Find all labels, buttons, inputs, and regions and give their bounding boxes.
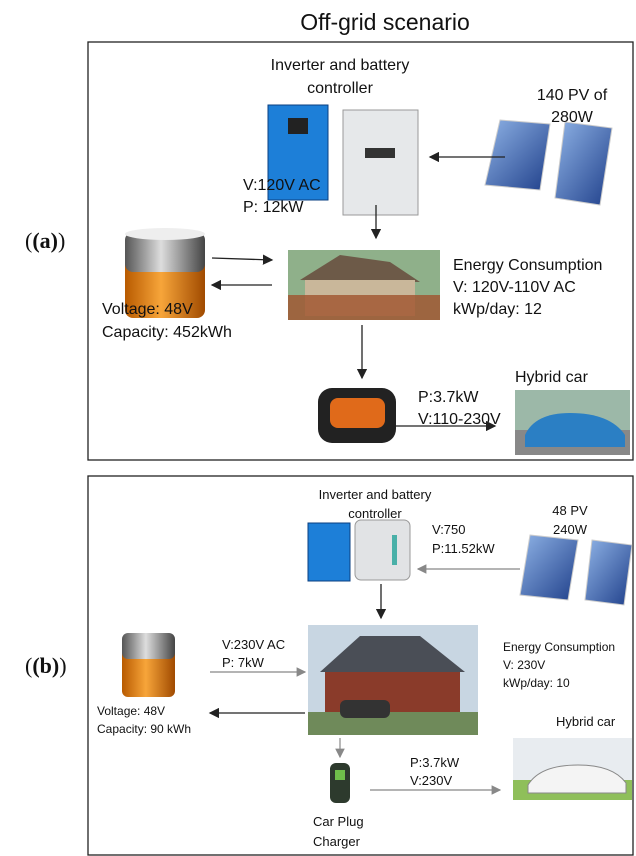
car-label: Hybrid car bbox=[515, 369, 589, 386]
charger-output: V:230V bbox=[410, 773, 452, 788]
inverter-output: V:120V AC bbox=[243, 177, 321, 194]
inverter-label: Inverter and battery bbox=[319, 487, 432, 502]
inverter-label: controller bbox=[348, 506, 402, 521]
consumption: Energy Consumption bbox=[453, 257, 602, 274]
pv-output: V:750 bbox=[432, 522, 466, 537]
consumption: kWp/day: 12 bbox=[453, 301, 542, 318]
pv-label: 140 PV of bbox=[537, 87, 608, 104]
charger-label: Car Plug bbox=[313, 814, 364, 829]
charger-output: P:3.7kW bbox=[410, 755, 460, 770]
consumption: kWp/day: 10 bbox=[503, 676, 570, 690]
consumption: Energy Consumption bbox=[503, 640, 615, 654]
inverter-output: P: 7kW bbox=[222, 655, 265, 670]
inverter-label: Inverter and battery bbox=[271, 57, 410, 74]
inverter-label: controller bbox=[307, 80, 373, 97]
battery-label: Voltage: 48V bbox=[102, 301, 193, 318]
inverter-output: P: 12kW bbox=[243, 199, 304, 216]
inverter-output: V:230V AC bbox=[222, 637, 285, 652]
title: Off-grid scenario bbox=[300, 9, 470, 35]
pv-label: 240W bbox=[553, 522, 588, 537]
charger-label: Charger bbox=[313, 834, 361, 849]
pv-label: 280W bbox=[551, 109, 594, 126]
pv-label: 48 PV bbox=[552, 503, 588, 518]
diagram: Off-grid scenario ((a)) Inverter and bat… bbox=[0, 0, 636, 856]
panel-label: ((b)) bbox=[25, 653, 67, 678]
consumption: V: 230V bbox=[503, 658, 545, 672]
battery-label: Capacity: 90 kWh bbox=[97, 722, 191, 736]
panel-label: ((a)) bbox=[25, 228, 65, 253]
car-label: Hybrid car bbox=[556, 714, 616, 729]
pv-output: P:11.52kW bbox=[432, 541, 495, 556]
panel-b-images bbox=[122, 520, 632, 803]
battery-label: Voltage: 48V bbox=[97, 704, 165, 718]
consumption: V: 120V-110V AC bbox=[453, 279, 576, 296]
charger-output: P:3.7kW bbox=[418, 389, 479, 406]
battery-label: Capacity: 452kWh bbox=[102, 324, 232, 341]
